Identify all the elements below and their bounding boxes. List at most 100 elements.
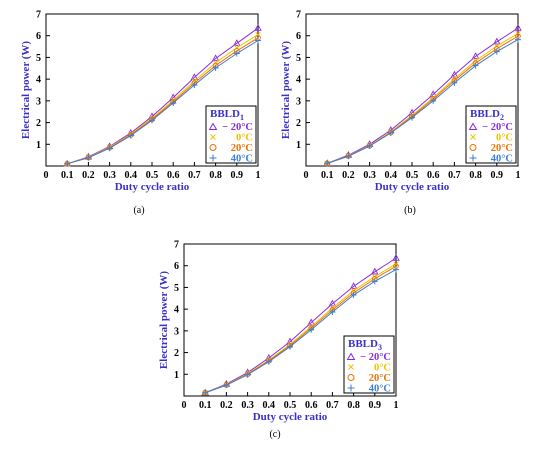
x-tick-label: 0.1 — [321, 170, 334, 181]
x-tick-label: 0.6 — [305, 400, 318, 411]
legend-entry-label: 0°C — [374, 363, 391, 374]
panel-caption: (c) — [269, 429, 280, 440]
y-tick-label: 2 — [174, 348, 179, 359]
y-tick-label: 4 — [36, 75, 41, 86]
legend-title-main: BBLD — [348, 338, 378, 350]
x-tick-label: 0.9 — [491, 170, 504, 181]
data-point-plus — [265, 358, 272, 365]
data-point-triangle — [190, 73, 199, 81]
legend-marker-x — [470, 134, 476, 140]
legend-box — [465, 105, 517, 164]
y-tick-label: 7 — [36, 10, 41, 21]
chart-panel-2: 0 0.1 0.2 0.3 0.4 0.5 0.6 0.7 0.8 0.9 1 1 2 3 4 5 6 7 Duty… — [280, 10, 522, 216]
data-point-triangle — [471, 52, 480, 59]
chart-panel-3: 0 0.1 0.2 0.3 0.4 0.5 0.6 0.7 0.8 0.9 1 1 2 3 4 5 6 7 Duty… — [158, 240, 400, 440]
legend-entry-label: 20°C — [231, 143, 253, 154]
x-tick-label: 0.7 — [326, 400, 339, 411]
legend-title: BBLD2 — [470, 108, 504, 122]
data-point-triangle — [392, 253, 400, 261]
data-point-triangle — [514, 23, 522, 31]
data-point-plus — [472, 62, 479, 69]
data-point-plus — [324, 160, 331, 167]
legend-marker-circle — [347, 374, 355, 381]
series-line-4 — [205, 269, 397, 394]
y-tick-label: 7 — [174, 240, 179, 251]
legend-entry-label: 0°C — [496, 133, 513, 144]
data-point-plus — [371, 278, 378, 285]
data-point-plus — [308, 326, 315, 333]
legend-entry-label: 0°C — [236, 133, 253, 144]
data-point-plus — [233, 50, 240, 57]
x-tick-label: 0.8 — [347, 400, 360, 411]
x-tick-label: 1 — [516, 170, 521, 181]
data-point-plus — [255, 37, 261, 44]
series-line-4 — [327, 39, 519, 164]
y-tick-label: 7 — [296, 10, 301, 21]
x-tick-label: 0.2 — [342, 170, 355, 181]
panel-caption: (a) — [133, 205, 144, 216]
data-point-plus — [350, 292, 357, 299]
chart-panel-1: 0 0.1 0.2 0.3 0.4 0.5 0.6 0.7 0.8 0.9 1 1 2 3 4 5 6 7 Duty… — [20, 10, 262, 216]
x-tick-label: 0.1 — [61, 170, 74, 181]
data-point-plus — [223, 382, 230, 389]
data-point-plus — [329, 308, 336, 315]
x-tick-label: 1 — [256, 170, 261, 181]
y-tick-label: 6 — [36, 31, 41, 42]
legend-title-main: BBLD — [470, 108, 500, 120]
data-point-plus — [430, 97, 437, 104]
legend-marker-plus — [469, 154, 477, 162]
legend-marker-x — [348, 364, 354, 370]
data-point-triangle — [211, 54, 220, 62]
data-point-plus — [366, 143, 373, 150]
x-tick-label: 0.4 — [263, 400, 276, 411]
data-point-plus — [170, 100, 177, 107]
series-line-1 — [327, 27, 519, 164]
legend-marker-plus — [347, 384, 355, 392]
y-tick-label: 1 — [174, 370, 179, 381]
data-point-triangle — [371, 267, 379, 275]
data-point-plus — [212, 64, 219, 71]
data-point-triangle — [328, 299, 337, 307]
y-tick-label: 2 — [296, 118, 301, 129]
y-tick-label: 5 — [174, 283, 179, 294]
x-tick-label: 0.3 — [103, 170, 116, 181]
legend-entry-label: 40°C — [491, 154, 513, 165]
x-tick-label: 0.3 — [241, 400, 254, 411]
legend-marker-triangle — [208, 122, 218, 130]
x-tick-label: 0.8 — [209, 170, 222, 181]
data-point-triangle — [349, 282, 358, 289]
x-tick-label: 0 — [182, 400, 187, 411]
data-point-plus — [127, 132, 134, 139]
y-tick-label: 4 — [296, 75, 301, 86]
legend-marker-x — [210, 134, 216, 140]
data-point-triangle — [233, 39, 241, 46]
y-tick-label: 6 — [174, 261, 179, 272]
y-tick-label: 3 — [296, 96, 301, 107]
x-tick-label: 0.7 — [188, 170, 201, 181]
x-tick-label: 0.3 — [363, 170, 376, 181]
legend-marker-triangle — [346, 352, 356, 360]
data-point-plus — [387, 129, 394, 136]
x-tick-label: 0 — [44, 170, 49, 181]
legend-box — [343, 335, 395, 394]
x-axis-title: Duty cycle ratio — [115, 181, 190, 193]
x-axis-title: Duty cycle ratio — [253, 411, 328, 423]
y-axis-title: Electrical power (W) — [158, 271, 170, 369]
data-point-plus — [409, 114, 415, 121]
data-point-plus — [451, 79, 458, 86]
series-line-1 — [205, 257, 397, 394]
legend-entry-label: 20°C — [491, 143, 513, 154]
legend-marker-plus — [209, 154, 217, 162]
y-tick-label: 3 — [174, 326, 179, 337]
x-tick-label: 0.4 — [125, 170, 138, 181]
data-point-plus — [493, 48, 500, 55]
x-axis-title: Duty cycle ratio — [375, 181, 450, 193]
legend-marker-triangle — [468, 122, 478, 130]
data-point-plus — [106, 145, 113, 152]
legend-entry-label: − 20°C — [222, 122, 253, 133]
legend-entry-label: 20°C — [369, 373, 391, 384]
x-tick-label: 0.9 — [231, 170, 244, 181]
legend-title: BBLD1 — [210, 108, 244, 122]
data-point-triangle — [493, 37, 501, 45]
